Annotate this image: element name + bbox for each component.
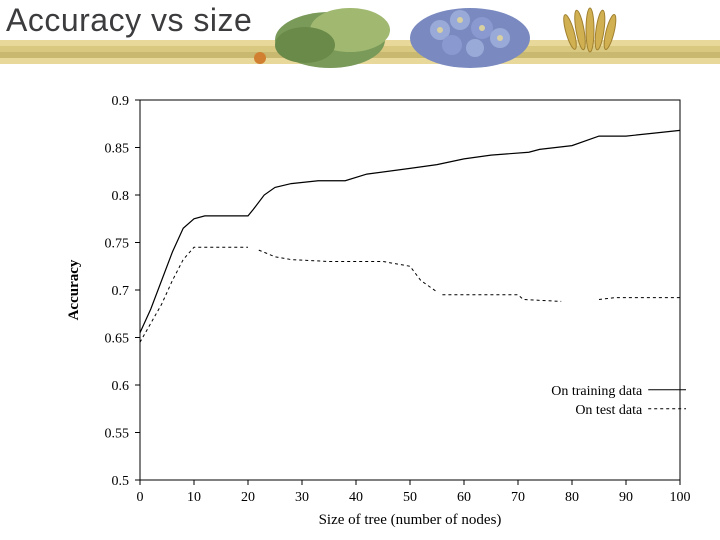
svg-text:80: 80 [565,490,579,505]
svg-text:On training data: On training data [551,384,643,399]
svg-text:0.8: 0.8 [112,189,130,204]
svg-text:On test data: On test data [575,403,643,418]
svg-text:20: 20 [241,490,255,505]
svg-text:0.9: 0.9 [112,94,130,109]
svg-text:40: 40 [349,490,363,505]
svg-text:0.75: 0.75 [105,237,130,252]
svg-text:0.6: 0.6 [112,379,130,394]
svg-text:10: 10 [187,490,201,505]
svg-text:Size of tree (number of nodes): Size of tree (number of nodes) [319,512,502,528]
svg-text:Accuracy: Accuracy [66,259,82,320]
svg-text:60: 60 [457,490,471,505]
svg-text:90: 90 [619,490,633,505]
svg-text:0.65: 0.65 [105,332,130,347]
accuracy-vs-size-chart: 0 10 20 30 40 50 60 70 80 90 100 0.5 0.55 0.6 0.65 0.7 0… [0,0,720,540]
svg-text:70: 70 [511,490,525,505]
svg-text:0.7: 0.7 [112,284,130,299]
svg-text:100: 100 [670,490,691,505]
svg-text:50: 50 [403,490,417,505]
svg-text:0.5: 0.5 [112,474,130,489]
svg-text:0.85: 0.85 [105,142,130,157]
svg-text:0: 0 [137,490,144,505]
svg-text:30: 30 [295,490,309,505]
svg-text:0.55: 0.55 [105,427,130,442]
